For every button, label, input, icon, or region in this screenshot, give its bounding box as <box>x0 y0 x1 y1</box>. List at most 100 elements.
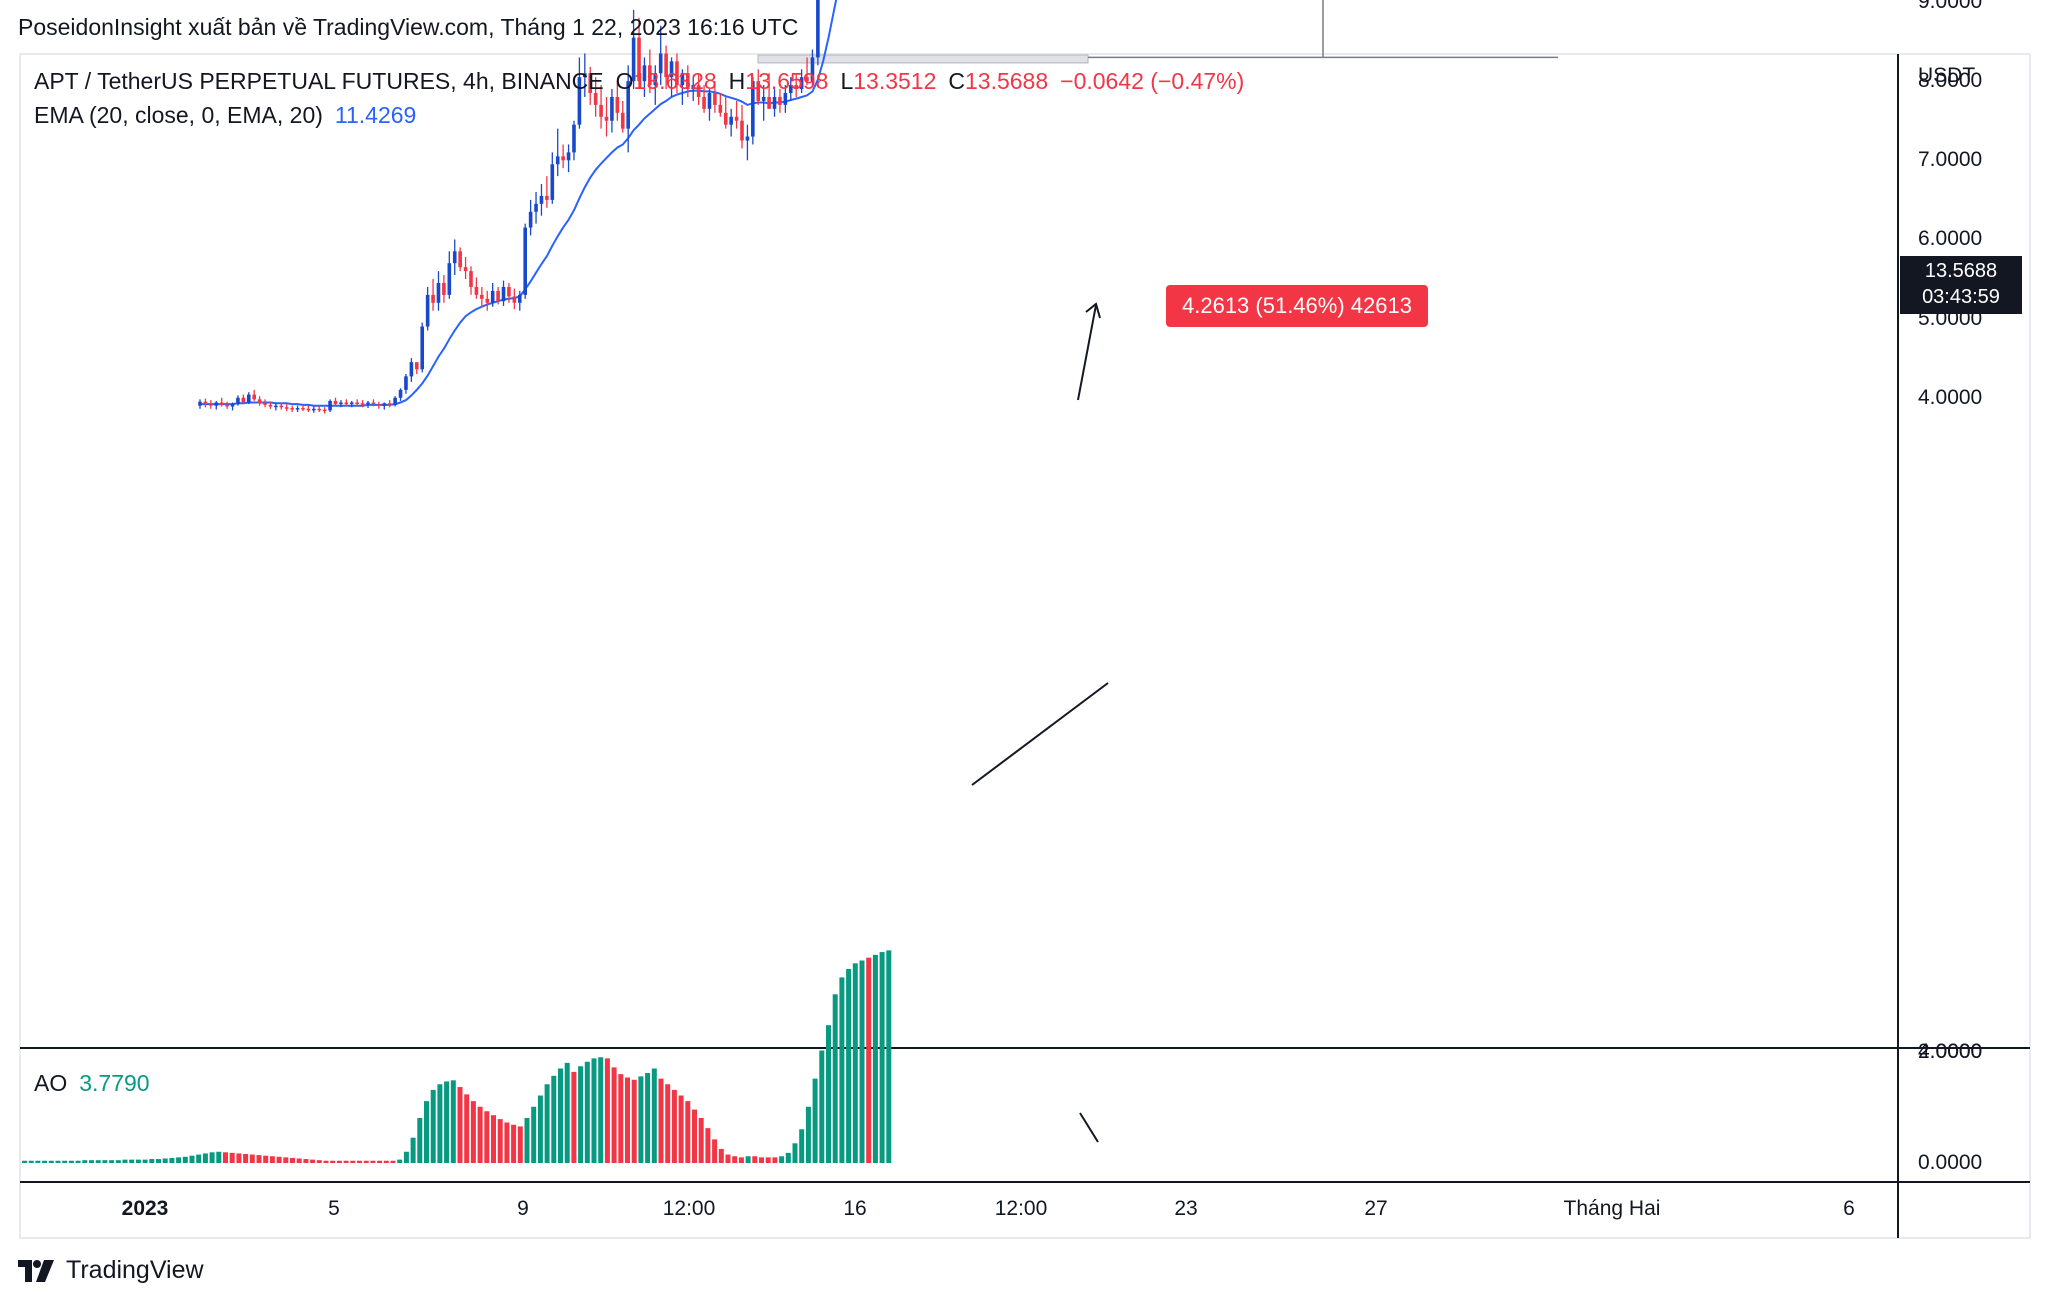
ao-bar <box>611 1067 617 1163</box>
ao-bar <box>524 1118 530 1163</box>
tradingview-brand[interactable]: TradingView <box>18 1256 204 1285</box>
candle <box>447 251 452 299</box>
candle-body <box>339 402 343 405</box>
candle-body <box>642 65 647 82</box>
ao-bar <box>638 1076 644 1163</box>
ao-bar <box>303 1159 309 1163</box>
candle <box>756 69 761 105</box>
ao-bar <box>792 1143 798 1163</box>
last-price-value: 13.5688 <box>1924 260 1998 282</box>
candle-body <box>577 77 582 125</box>
candle-body <box>723 112 728 125</box>
ao-bar <box>390 1160 396 1163</box>
candle <box>344 399 349 407</box>
candle <box>653 65 658 105</box>
candle-body <box>474 286 479 295</box>
candle-body <box>295 408 300 410</box>
ao-legend[interactable]: AO 3.7790 <box>34 1070 150 1097</box>
time-tick-label: 9 <box>517 1197 529 1220</box>
ao-bar <box>129 1159 135 1163</box>
candle-body <box>317 408 322 411</box>
resistance-zone-layer <box>757 54 1089 64</box>
candle <box>295 405 300 412</box>
ao-bar <box>28 1160 34 1163</box>
symbol-legend[interactable]: APT / TetherUS PERPETUAL FUTURES, 4h, BI… <box>34 68 1244 95</box>
candle <box>615 81 620 121</box>
candle <box>463 256 468 280</box>
candle-body <box>534 203 538 212</box>
candle-body <box>631 37 636 82</box>
candle-body <box>799 77 804 90</box>
candle-body <box>355 402 359 404</box>
ao-bar <box>263 1155 269 1163</box>
candle <box>409 358 414 382</box>
candle-body <box>702 96 706 109</box>
candle <box>398 388 403 401</box>
high-value: 13.6598 <box>745 68 829 94</box>
candle-body <box>387 403 392 405</box>
ao-bar <box>135 1159 141 1163</box>
candle-body <box>507 286 511 297</box>
ao-bar <box>879 952 885 1163</box>
ao-bar <box>189 1155 195 1163</box>
candle-body <box>236 397 240 405</box>
candle <box>528 199 533 236</box>
ao-bar <box>591 1058 597 1163</box>
ao-tick-label: 4.0000 <box>1918 1040 1983 1063</box>
ao-bar <box>357 1160 362 1163</box>
candle-body <box>366 402 370 405</box>
ema-legend[interactable]: EMA (20, close, 0, EMA, 20) 11.4269 <box>34 102 416 129</box>
ao-bar <box>363 1160 369 1163</box>
candle <box>772 89 777 117</box>
ao-bar <box>457 1087 463 1163</box>
candle <box>539 184 544 216</box>
candle-body <box>745 136 750 141</box>
candle <box>420 322 425 373</box>
ao-bar <box>196 1154 202 1163</box>
ao-bar <box>109 1160 115 1163</box>
ao-bar <box>886 950 892 1163</box>
ao-bar <box>68 1160 74 1163</box>
candle <box>637 17 641 90</box>
candle <box>246 392 251 405</box>
candle <box>572 120 576 161</box>
ao-bar <box>370 1160 376 1163</box>
candle-body <box>816 0 820 58</box>
candle-body <box>539 195 544 204</box>
ao-bar <box>42 1160 48 1163</box>
close-value: 13.5688 <box>965 68 1049 94</box>
price-range-label[interactable]: 4.2613 (51.46%) 42613 <box>1166 285 1428 327</box>
candle-body <box>713 93 717 105</box>
candle <box>219 397 224 407</box>
candle <box>642 57 647 97</box>
ao-bar <box>223 1152 228 1163</box>
time-tick-label: 5 <box>328 1197 340 1220</box>
time-tick-label: 12:00 <box>662 1197 716 1220</box>
candle <box>799 69 804 94</box>
ao-bar <box>504 1122 510 1163</box>
candle <box>707 89 712 121</box>
candle-body <box>512 296 517 303</box>
candle-body <box>648 65 652 86</box>
ao-bar <box>330 1160 336 1163</box>
time-tick-label: 23 <box>1174 1197 1198 1220</box>
candle <box>816 0 820 66</box>
impulse-arrow-head <box>1085 302 1101 319</box>
ao-bar <box>336 1160 342 1163</box>
ao-bar <box>276 1156 282 1163</box>
ao-bar <box>497 1119 503 1163</box>
candle <box>387 400 392 408</box>
candle-body <box>377 404 381 406</box>
candle-body <box>209 404 213 406</box>
ao-bar <box>678 1095 684 1163</box>
candle-body <box>783 93 788 105</box>
ao-bar <box>584 1061 590 1163</box>
candle <box>783 85 788 113</box>
ao-tick-label: 2.0000 <box>1918 1040 1983 1063</box>
candle-body <box>604 116 609 121</box>
ao-marker-line <box>1079 1112 1099 1143</box>
candle-body <box>734 116 739 121</box>
ao-bar <box>846 968 852 1163</box>
candle-body <box>523 227 527 295</box>
